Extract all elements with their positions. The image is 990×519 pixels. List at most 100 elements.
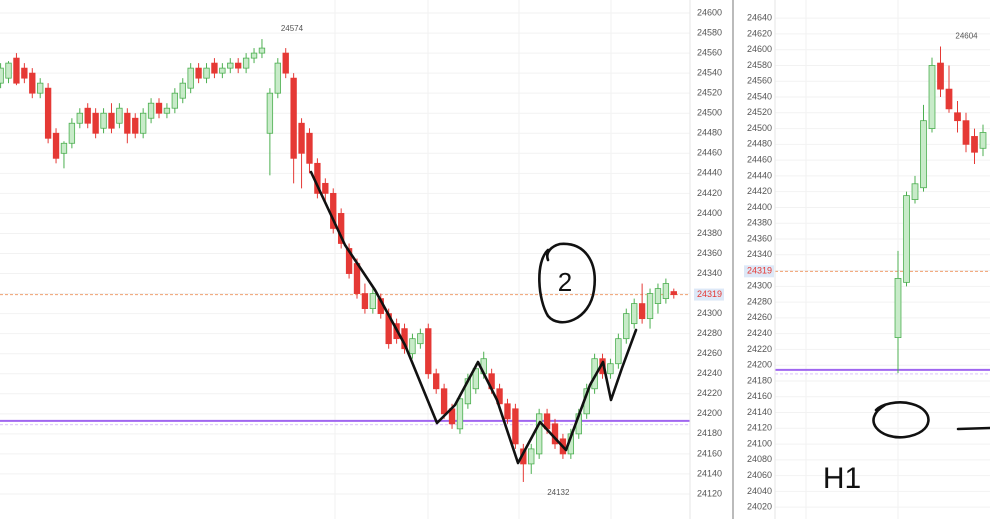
candle-body [345,248,353,274]
y-tick-label: 24200 [747,360,772,370]
candle-body [962,120,970,145]
candle-body [920,120,927,189]
candle-body [623,313,630,340]
y-tick-label: 24440 [747,170,772,180]
low-label: 24132 [547,488,570,497]
y-tick-label: 24200 [697,408,722,418]
price-tag-bg [744,265,774,278]
candle-body [456,398,464,430]
candle-body [92,112,99,134]
candle-body [298,122,305,154]
price-tag: 24319 [747,266,772,276]
candle-body [179,82,186,99]
candle-body [322,182,329,194]
candle-body [440,388,448,415]
note: H1 [823,462,861,495]
candle-body [195,67,202,79]
high-label: 24574 [281,24,304,33]
y-tick-label: 24360 [697,248,722,258]
y-tick-label: 24480 [697,128,722,138]
y-tick-label: 24080 [747,454,772,464]
candle-body [171,92,179,109]
candle-body [979,132,987,149]
candle-body [433,373,440,390]
y-tick-label: 24500 [747,123,772,133]
candle-body [266,92,274,134]
candle-body [646,293,654,320]
y-tick-label: 24280 [747,296,772,306]
y-tick-label: 24160 [747,391,772,401]
candle-body [37,82,44,94]
candle-body [631,303,638,325]
y-tick-label: 24580 [697,27,722,37]
y-tick-label: 24160 [697,448,722,458]
candle-body [219,67,226,74]
candle-body [187,67,194,89]
candle-body [147,102,155,119]
y-tick-label: 24600 [697,7,722,17]
y-tick-label: 24480 [747,139,772,149]
y-tick-label: 24060 [747,470,772,480]
y-tick-label: 24400 [747,202,772,212]
y-tick-label: 24140 [747,407,772,417]
y-tick-label: 24380 [697,228,722,238]
candle-body [638,303,646,320]
y-tick-label: 24260 [747,312,772,322]
high-label: 24604 [955,32,978,41]
y-tick-label: 24440 [697,168,722,178]
price-tag-bg [694,288,724,301]
price-tag: 24319 [697,289,722,299]
candle-body [504,403,511,420]
candle-body [84,107,91,124]
y-tick-label: 24460 [697,148,722,158]
candle-body [235,62,242,69]
candle-body [306,132,313,164]
y-tick-label: 24280 [697,328,722,338]
y-tick-label: 24520 [697,88,722,98]
candle-body [52,132,60,159]
candle-body [928,65,936,129]
y-tick-label: 24400 [697,208,722,218]
freehand-circle [872,401,930,439]
y-tick-label: 24140 [697,468,722,478]
candle-body [116,107,123,124]
candle-body [139,112,147,134]
candle-body [124,112,131,134]
candle-body [512,408,519,445]
candle-body [361,293,369,310]
note: 2 [558,267,572,297]
candle-body [290,77,297,159]
candle-body [0,67,4,84]
candle-body [274,62,281,94]
candle-body [163,107,171,114]
candle-body [76,112,83,124]
candle-body [894,278,902,338]
y-tick-label: 24540 [747,91,772,101]
freehand-circle [538,242,597,324]
candle-body [108,112,115,129]
candle-body [417,333,424,345]
y-tick-label: 24500 [697,108,722,118]
candle-body [425,328,432,375]
candle-body [211,62,218,74]
y-tick-label: 24540 [697,68,722,78]
y-tick-label: 24600 [747,44,772,54]
y-tick-label: 24180 [747,375,772,385]
candle-body [227,62,234,69]
candle-body [242,57,250,69]
y-tick-label: 24120 [697,488,722,498]
candle-body [68,122,76,144]
candle-body [250,52,258,59]
candle-body [945,88,953,110]
y-tick-label: 24260 [697,348,722,358]
y-tick-label: 24180 [697,428,722,438]
candle-body [100,112,107,129]
y-tick-label: 24580 [747,60,772,70]
y-tick-label: 24240 [747,328,772,338]
candle-body [44,87,52,139]
y-tick-label: 24220 [747,344,772,354]
y-tick-label: 24460 [747,154,772,164]
y-tick-label: 24240 [697,368,722,378]
